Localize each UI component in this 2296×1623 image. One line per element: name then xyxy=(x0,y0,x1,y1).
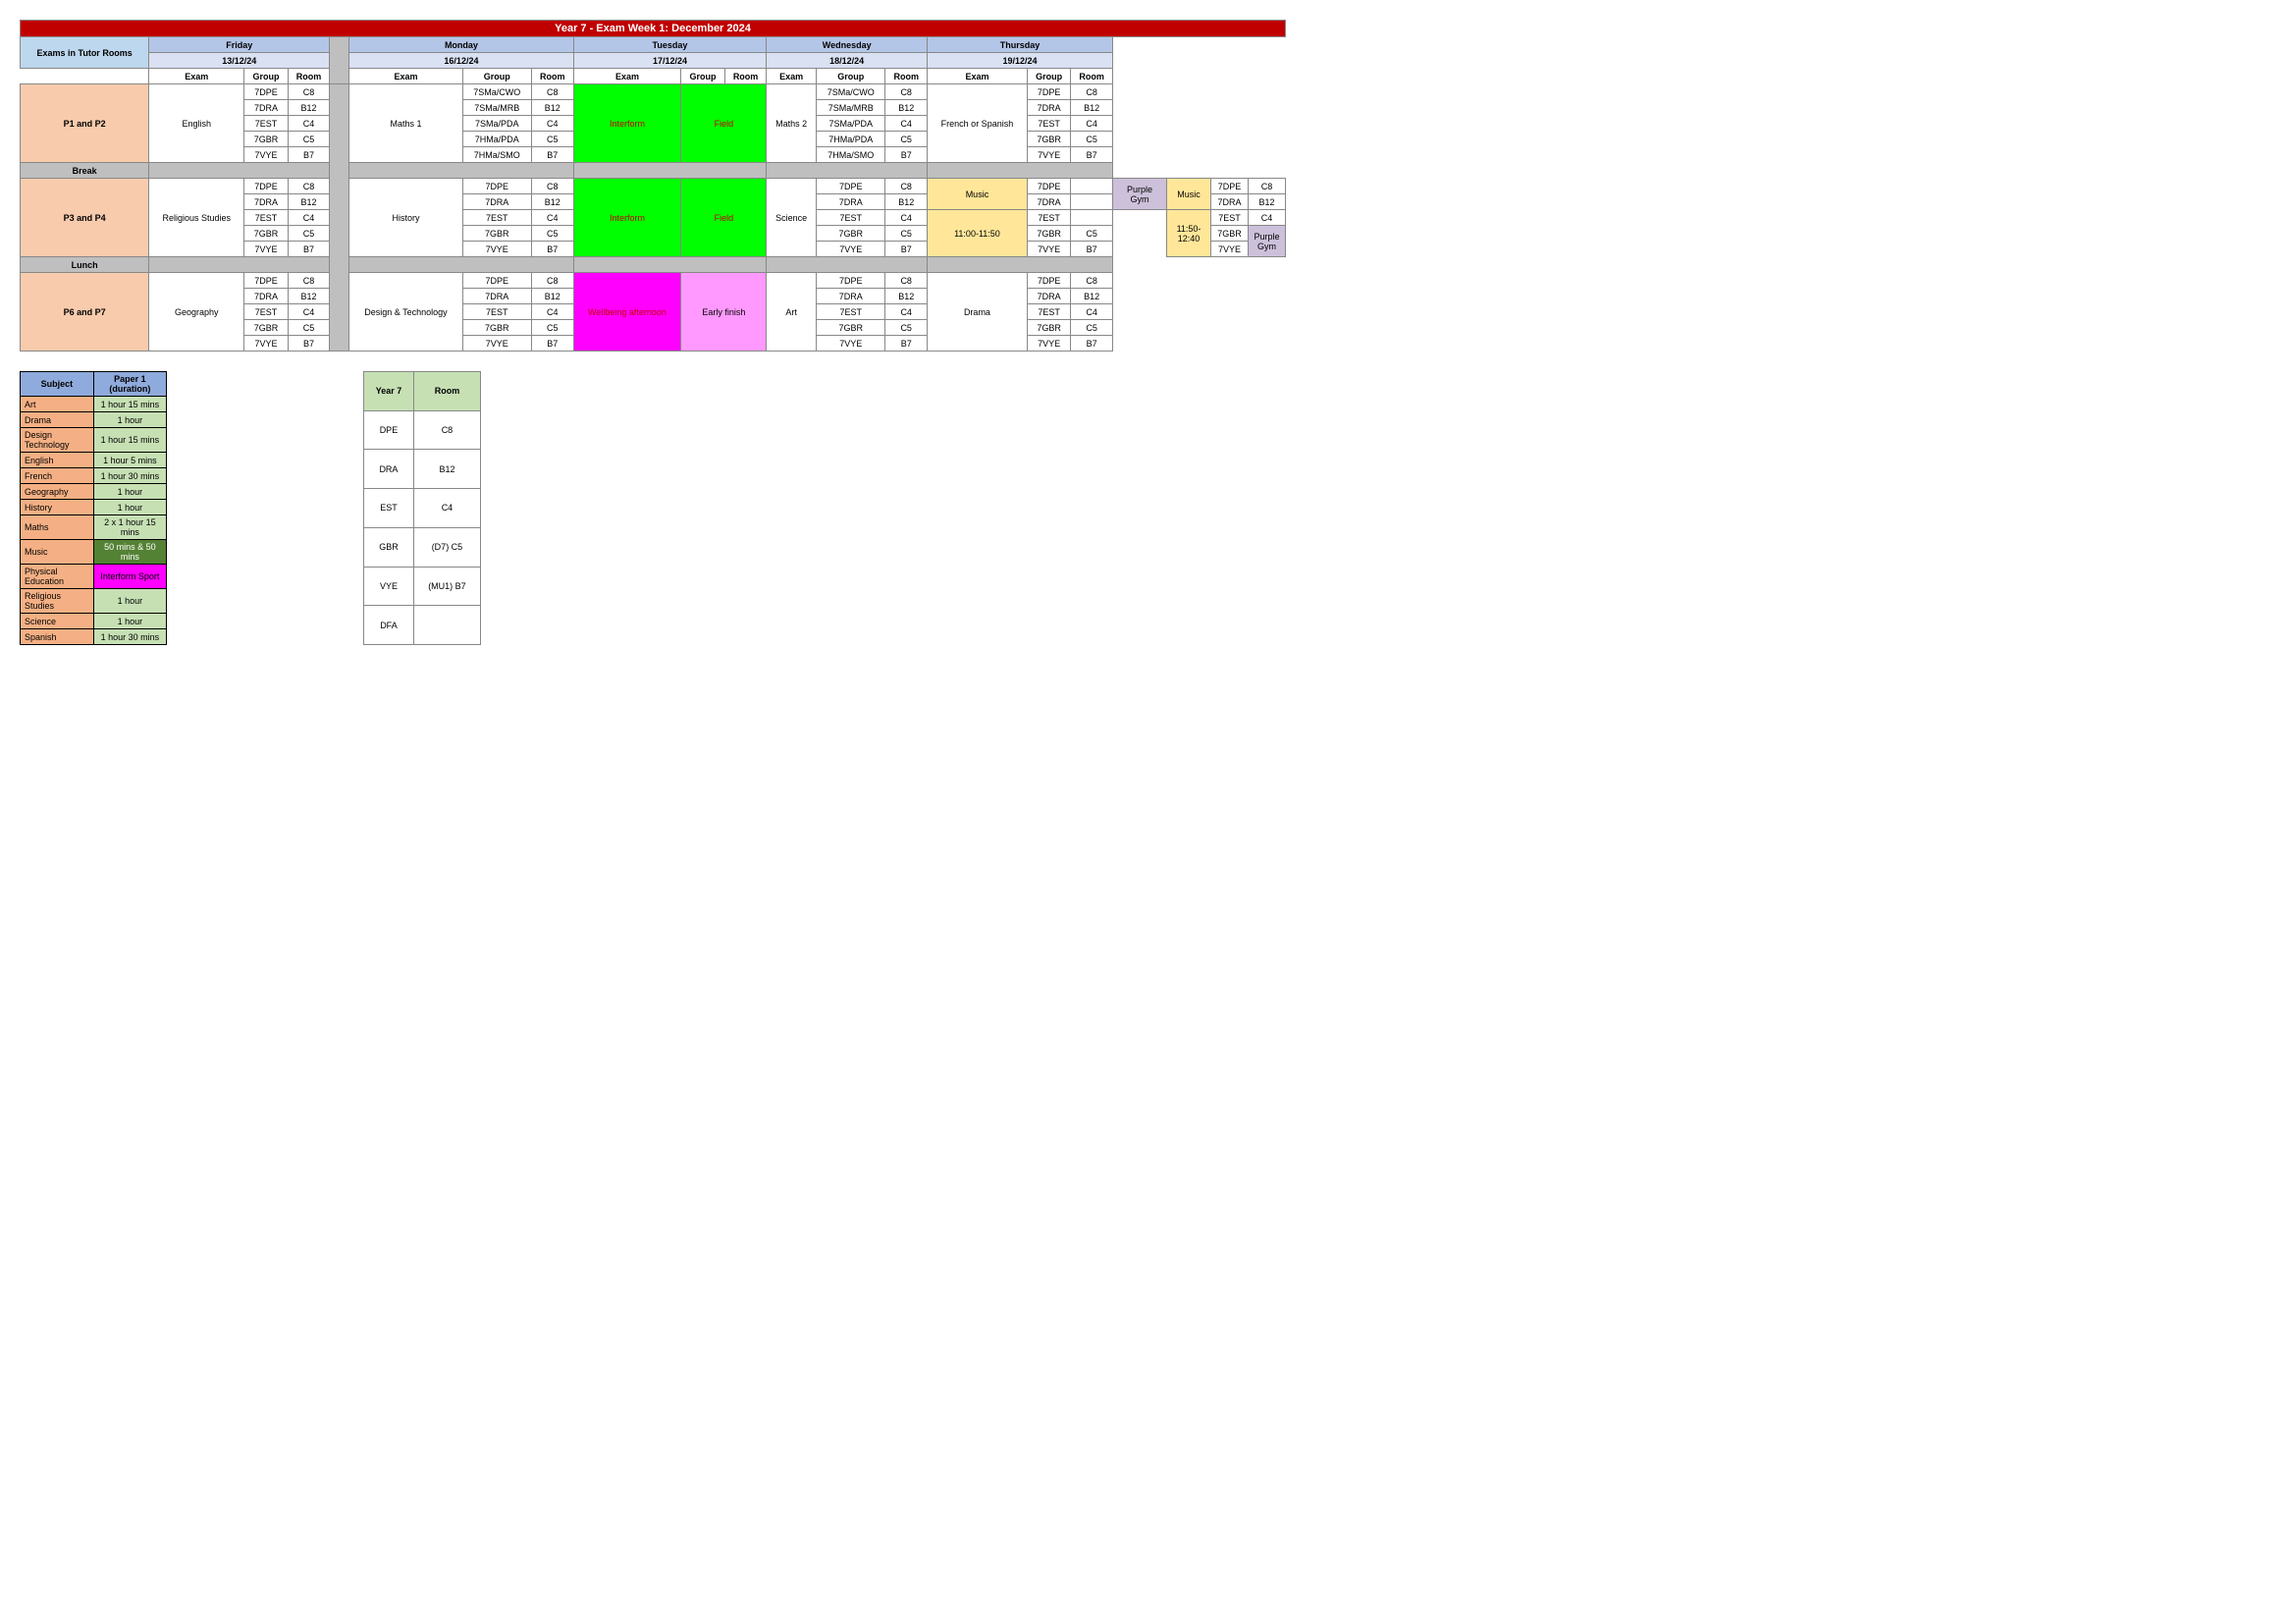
subject-duration: 1 hour 15 mins xyxy=(93,397,166,412)
exam-timetable: Year 7 - Exam Week 1: December 2024 Exam… xyxy=(20,20,1286,352)
tutor-group: DRA xyxy=(364,450,414,489)
tutor-room xyxy=(413,606,480,645)
period-p67: P6 and P7 xyxy=(21,273,149,352)
subject-name: Religious Studies xyxy=(21,589,94,614)
subject-name: Geography xyxy=(21,484,94,500)
tutor-group: GBR xyxy=(364,527,414,567)
subjects-duration-table: Subject Paper 1 (duration) Art1 hour 15 … xyxy=(20,371,167,645)
day-fri: Friday xyxy=(149,37,330,53)
exam-rs: Religious Studies xyxy=(149,179,244,257)
tutor-group: DFA xyxy=(364,606,414,645)
subject-name: English xyxy=(21,453,94,468)
day-tue: Tuesday xyxy=(573,37,767,53)
wellbeing: Wellbeing afternoon xyxy=(573,273,681,352)
subject-duration: 1 hour xyxy=(93,484,166,500)
exam-art: Art xyxy=(767,273,817,352)
tutor-room: (MU1) B7 xyxy=(413,567,480,606)
tutor-rooms-table: Year 7 Room DPEC8DRAB12ESTC4GBR(D7) C5VY… xyxy=(363,371,481,645)
subject-name: French xyxy=(21,468,94,484)
tutor-group: EST xyxy=(364,489,414,528)
subject-name: Physical Education xyxy=(21,565,94,589)
field-p34: Field xyxy=(681,179,767,257)
date-thu: 19/12/24 xyxy=(928,53,1113,69)
tutor-room: C4 xyxy=(413,489,480,528)
interform-p12: Interform xyxy=(573,84,681,163)
exam-history: History xyxy=(349,179,462,257)
day-wed: Wednesday xyxy=(767,37,928,53)
day-thu: Thursday xyxy=(928,37,1113,53)
subject-name: History xyxy=(21,500,94,515)
exam-maths2: Maths 2 xyxy=(767,84,817,163)
subject-duration: 2 x 1 hour 15 mins xyxy=(93,515,166,540)
exam-science: Science xyxy=(767,179,817,257)
interform-p34: Interform xyxy=(573,179,681,257)
subject-duration: Interform Sport xyxy=(93,565,166,589)
early-finish: Early finish xyxy=(681,273,767,352)
subject-name: Spanish xyxy=(21,629,94,645)
lunch-label: Lunch xyxy=(21,257,149,273)
exam-music: Music xyxy=(928,179,1028,210)
exam-maths1: Maths 1 xyxy=(349,84,462,163)
subject-duration: 1 hour xyxy=(93,589,166,614)
date-mon: 16/12/24 xyxy=(349,53,573,69)
period-p34: P3 and P4 xyxy=(21,179,149,257)
exam-english: English xyxy=(149,84,244,163)
subject-name: Art xyxy=(21,397,94,412)
subject-name: Drama xyxy=(21,412,94,428)
period-p12: P1 and P2 xyxy=(21,84,149,163)
date-wed: 18/12/24 xyxy=(767,53,928,69)
date-fri: 13/12/24 xyxy=(149,53,330,69)
subject-duration: 1 hour xyxy=(93,500,166,515)
tutor-group: VYE xyxy=(364,567,414,606)
tutor-group: DPE xyxy=(364,410,414,450)
subject-name: Design Technology xyxy=(21,428,94,453)
subject-name: Music xyxy=(21,540,94,565)
date-tue: 17/12/24 xyxy=(573,53,767,69)
exam-tutor-label: Exams in Tutor Rooms xyxy=(21,37,149,69)
tutor-room: C8 xyxy=(413,410,480,450)
exam-geography: Geography xyxy=(149,273,244,352)
subject-duration: 50 mins & 50 mins xyxy=(93,540,166,565)
subject-duration: 1 hour 15 mins xyxy=(93,428,166,453)
subject-name: Science xyxy=(21,614,94,629)
subject-duration: 1 hour 5 mins xyxy=(93,453,166,468)
exam-drama: Drama xyxy=(928,273,1028,352)
exam-dt: Design & Technology xyxy=(349,273,462,352)
field-p12: Field xyxy=(681,84,767,163)
music-time: 11:00-11:50 xyxy=(928,210,1028,257)
subject-duration: 1 hour 30 mins xyxy=(93,468,166,484)
day-mon: Monday xyxy=(349,37,573,53)
subject-duration: 1 hour xyxy=(93,614,166,629)
subject-name: Maths xyxy=(21,515,94,540)
subject-duration: 1 hour 30 mins xyxy=(93,629,166,645)
break-label: Break xyxy=(21,163,149,179)
exam-french-spanish: French or Spanish xyxy=(928,84,1028,163)
tutor-room: (D7) C5 xyxy=(413,527,480,567)
subject-duration: 1 hour xyxy=(93,412,166,428)
title: Year 7 - Exam Week 1: December 2024 xyxy=(21,21,1286,37)
tutor-room: B12 xyxy=(413,450,480,489)
